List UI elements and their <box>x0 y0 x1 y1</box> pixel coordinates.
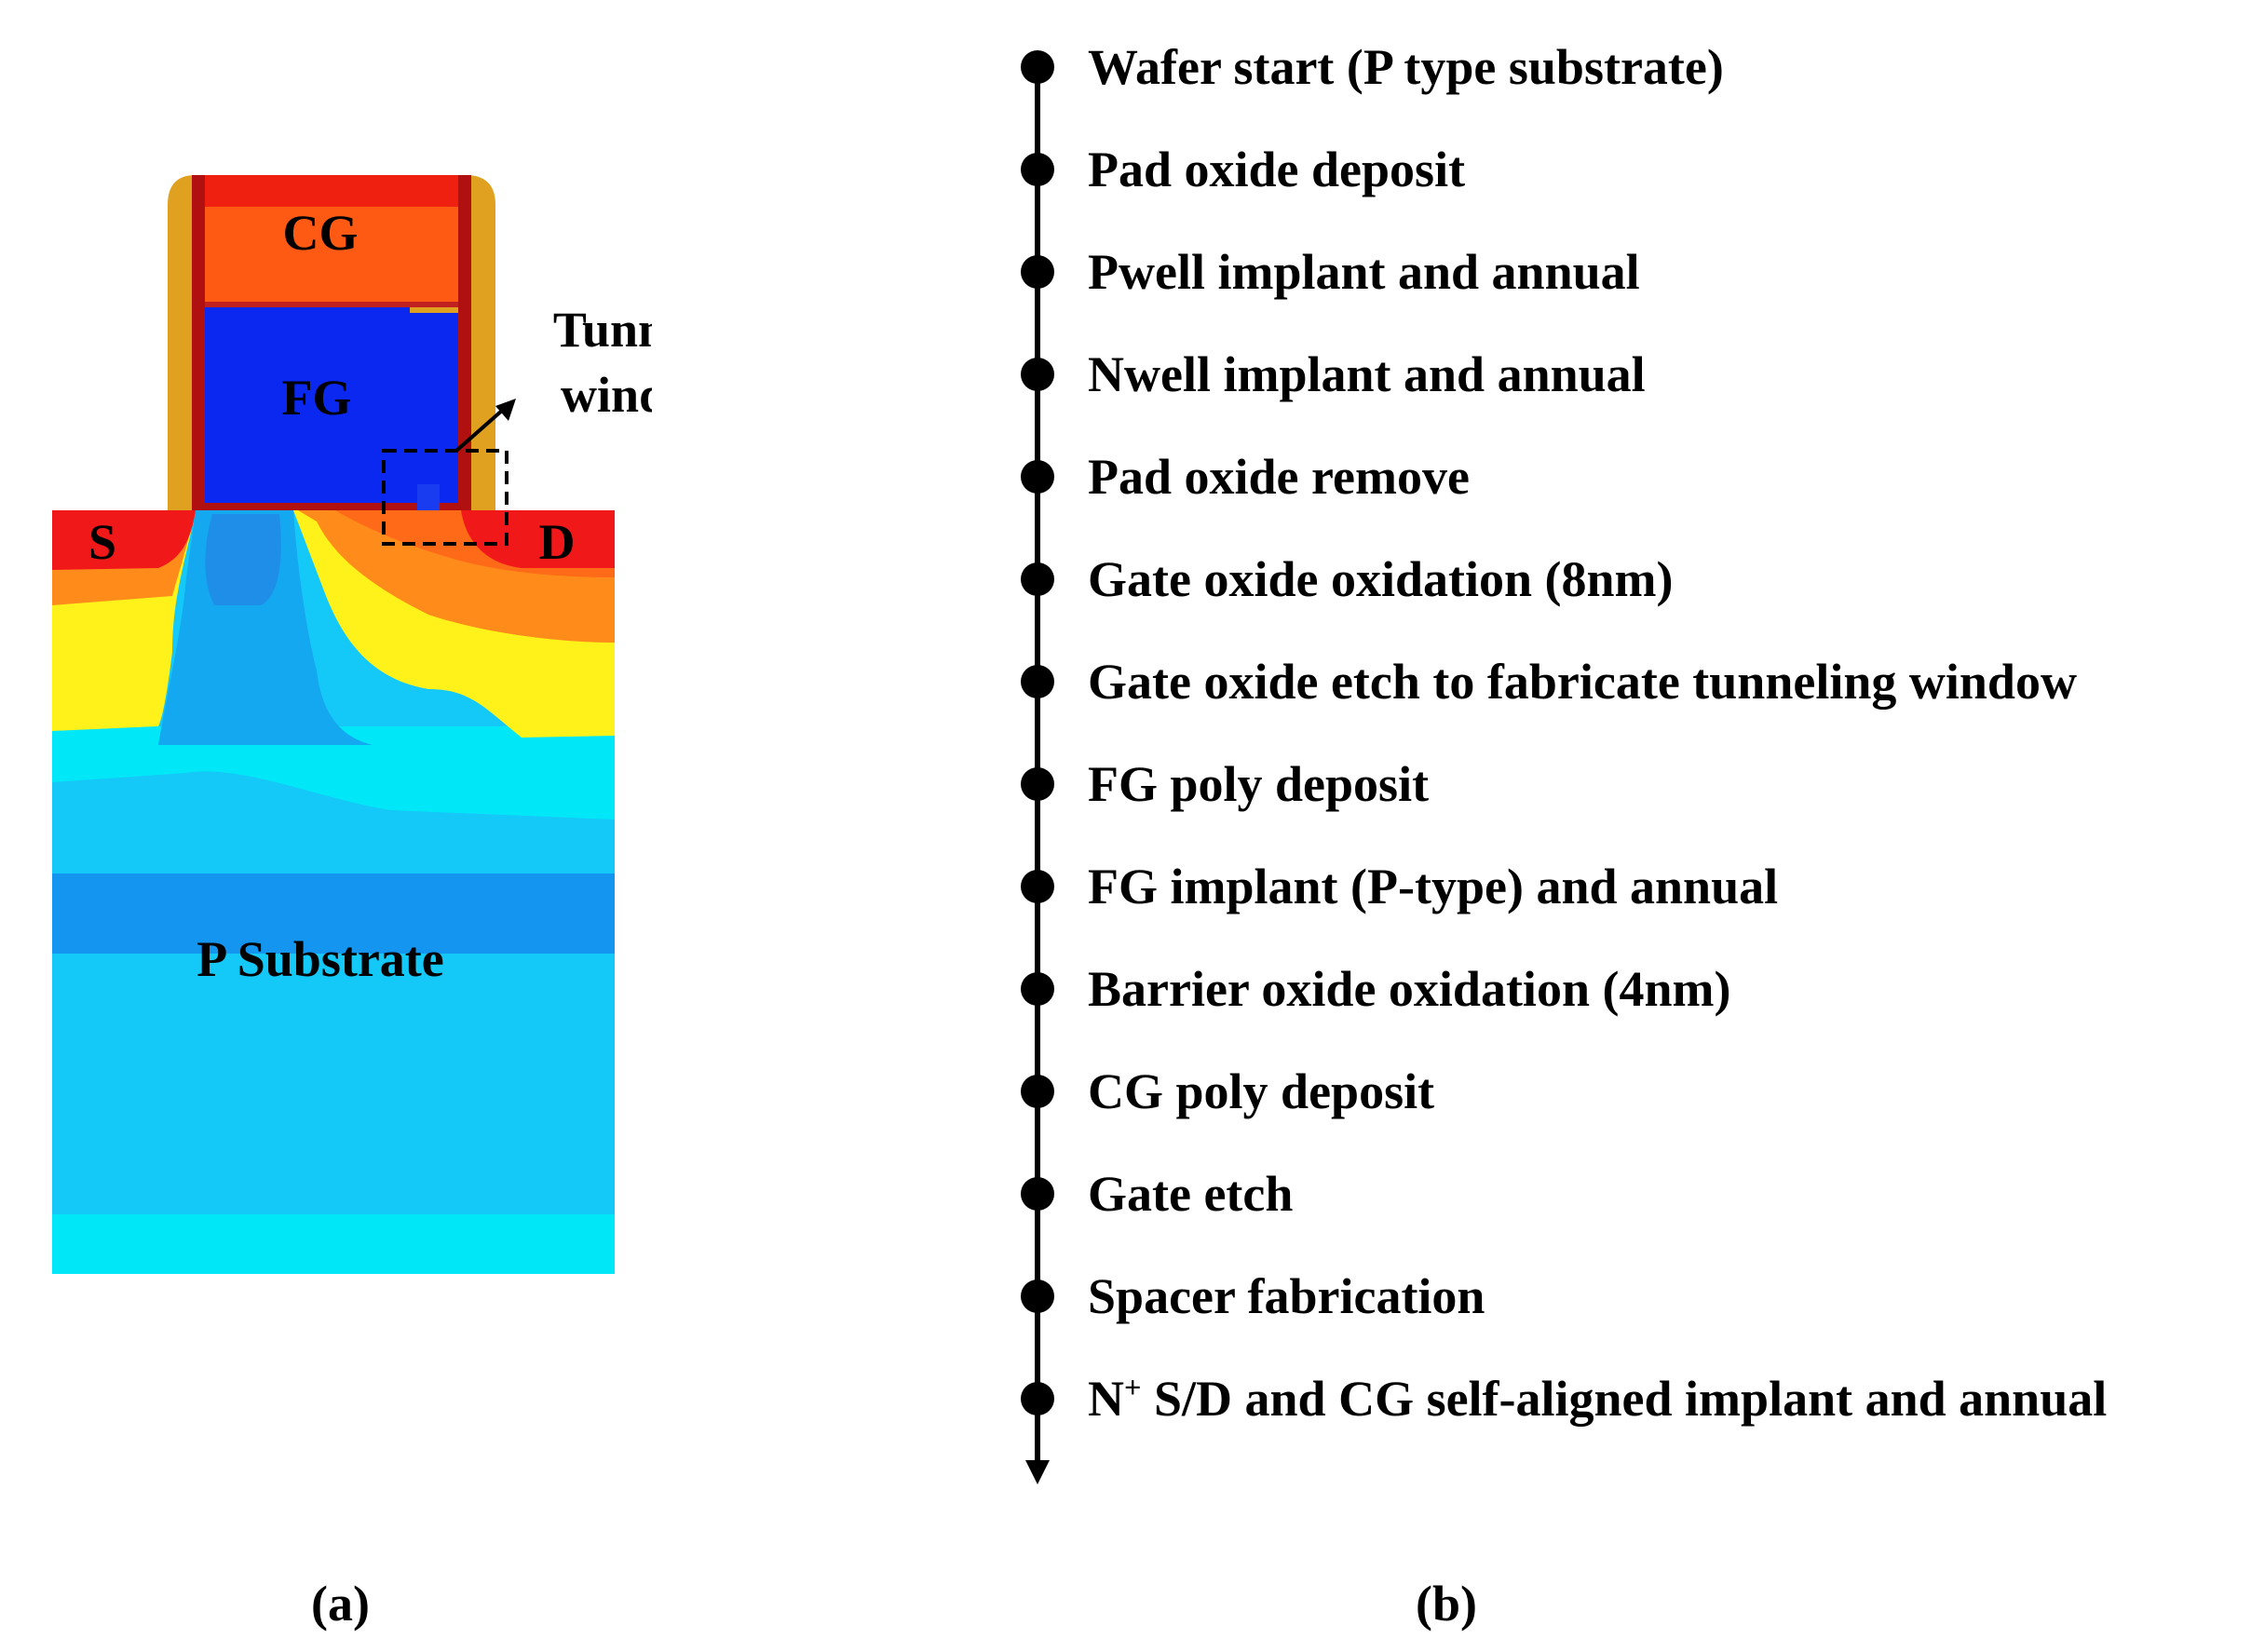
device-cross-section: CG FG S D P Substrate Tunneling window <box>52 175 652 1274</box>
drain-label: D <box>539 514 576 570</box>
step-marker <box>1021 153 1054 186</box>
fg-label: FG <box>282 370 352 426</box>
drain-junction-red <box>461 510 615 568</box>
last-step-superscript: + <box>1124 1372 1142 1405</box>
junction-boundary <box>52 726 158 750</box>
process-step: FG implant (P-type) and annual <box>1088 859 1779 914</box>
substrate-band-cyan-bottom <box>52 1214 615 1274</box>
process-step: Gate oxide oxidation (8nm) <box>1088 551 1674 607</box>
floating-gate <box>205 307 458 503</box>
process-step: FG poly deposit <box>1088 756 1430 812</box>
process-step: Pad oxide remove <box>1088 449 1470 505</box>
step-marker <box>1021 50 1054 84</box>
step-marker <box>1021 1177 1054 1211</box>
cyan-layer <box>52 726 615 819</box>
tunneling-notch <box>417 484 440 510</box>
step-marker <box>1021 870 1054 903</box>
tunneling-arrow-head <box>495 399 516 421</box>
flow-axis-line <box>1035 67 1040 1462</box>
last-step-prefix: N <box>1088 1371 1124 1427</box>
substrate-label: P Substrate <box>197 931 444 987</box>
process-step: Wafer start (P type substrate) <box>1088 39 1724 95</box>
substrate-band-light <box>52 954 615 1214</box>
gate-oxide-left <box>192 175 205 510</box>
step-marker <box>1021 562 1054 596</box>
gate-oxide-right <box>458 175 471 510</box>
tunneling-label-line1: Tunneling <box>553 302 652 358</box>
process-step: Gate etch <box>1088 1166 1294 1222</box>
cg-label: CG <box>283 205 359 261</box>
process-step: Spacer fabrication <box>1088 1268 1485 1324</box>
step-marker <box>1021 1280 1054 1313</box>
process-step: Pwell implant and annual <box>1088 244 1640 300</box>
channel-core <box>205 514 281 605</box>
gate-oxide-bottom <box>192 503 471 510</box>
last-step-suffix: S/D and CG self-aligned implant and annu… <box>1141 1371 2108 1427</box>
process-step: Nwell implant and annual <box>1088 346 1646 402</box>
step-marker <box>1021 1075 1054 1108</box>
caption-a: (a) <box>311 1576 370 1632</box>
source-junction-red <box>52 510 196 570</box>
step-marker <box>1021 1382 1054 1415</box>
step-marker <box>1021 767 1054 801</box>
control-gate-top <box>205 175 458 207</box>
flow-axis-arrow-icon <box>1025 1460 1050 1484</box>
process-step: Gate oxide etch to fabricate tunneling w… <box>1088 654 2077 710</box>
step-marker <box>1021 255 1054 289</box>
tunneling-arrow-line <box>454 408 505 453</box>
step-marker <box>1021 972 1054 1006</box>
tunneling-window-box <box>382 449 509 546</box>
tunneling-label-line2: window <box>561 367 652 423</box>
step-marker <box>1021 358 1054 391</box>
process-step: CG poly deposit <box>1088 1063 1435 1119</box>
caption-b: (b) <box>1416 1576 1477 1632</box>
process-step: Pad oxide deposit <box>1088 142 1466 197</box>
process-step-last: N+ S/D and CG self-aligned implant and a… <box>1088 1371 2107 1427</box>
source-label: S <box>88 514 116 570</box>
barrier-oxide <box>205 302 458 307</box>
step-marker <box>1021 460 1054 494</box>
process-step: Barrier oxide oxidation (4nm) <box>1088 961 1731 1017</box>
step-marker <box>1021 665 1054 698</box>
substrate-band-mid-blue <box>52 873 615 954</box>
